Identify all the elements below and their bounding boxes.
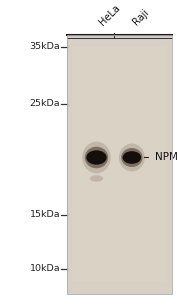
Ellipse shape (85, 147, 108, 168)
Ellipse shape (90, 175, 103, 182)
Text: Raji: Raji (131, 7, 151, 27)
Bar (78, 76, 161, 84)
Bar (78, 180, 161, 188)
Ellipse shape (122, 151, 141, 164)
Bar (78, 263, 161, 271)
Text: 15kDa: 15kDa (30, 210, 60, 219)
Bar (78, 149, 161, 157)
Bar (78, 159, 161, 167)
Text: HeLa: HeLa (97, 2, 122, 27)
Bar (78, 211, 161, 219)
Bar (67, 34, 172, 294)
Text: 10kDa: 10kDa (30, 264, 60, 273)
Bar (73, 47, 166, 281)
Text: 35kDa: 35kDa (29, 42, 60, 51)
Bar (78, 221, 161, 229)
Bar (78, 169, 161, 177)
Text: 25kDa: 25kDa (30, 99, 60, 108)
Bar (78, 201, 161, 208)
Bar (78, 232, 161, 239)
Bar (78, 97, 161, 105)
Bar (78, 107, 161, 115)
Text: NPM3: NPM3 (155, 152, 177, 163)
Bar (78, 86, 161, 94)
Bar (78, 273, 161, 281)
Bar (78, 242, 161, 250)
Bar (78, 190, 161, 198)
Ellipse shape (86, 150, 107, 165)
Bar (78, 138, 161, 146)
Ellipse shape (119, 144, 145, 171)
Bar (78, 128, 161, 136)
Bar (78, 253, 161, 260)
Bar (67, 34, 172, 294)
Bar (78, 118, 161, 125)
Ellipse shape (82, 142, 111, 173)
Ellipse shape (121, 148, 142, 167)
